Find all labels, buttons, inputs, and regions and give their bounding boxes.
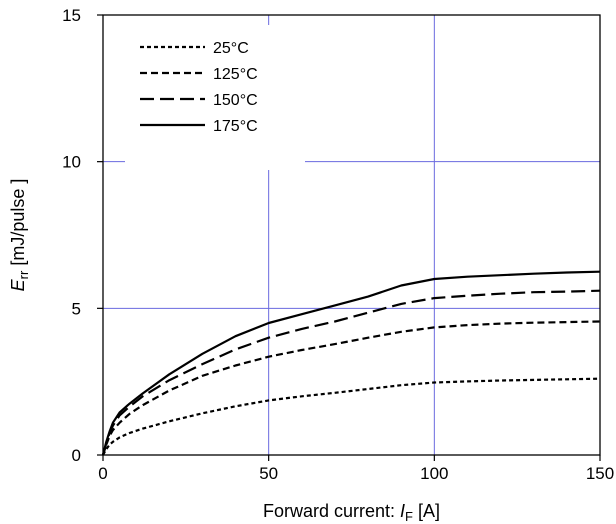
x-tick-label-100: 100 [420, 464, 448, 483]
y-axis-label-unit: [mJ/pulse ] [8, 179, 28, 271]
x-tick-label-50: 50 [259, 464, 278, 483]
series-line-3 [101, 270, 601, 456]
legend-label-3: 175°C [213, 118, 258, 135]
x-tick-label-0: 0 [98, 464, 107, 483]
x-axis-label: Forward current: IF [A] [263, 501, 440, 524]
legend-label-2: 150°C [213, 92, 258, 109]
legend-box [125, 25, 305, 170]
legend-label-1: 125°C [213, 66, 258, 83]
y-tick-label-5: 5 [72, 299, 81, 318]
legend-label-0: 25°C [213, 40, 249, 57]
series-line-2 [101, 289, 601, 456]
y-axis-label: Err [mJ/pulse ] [8, 179, 31, 292]
legend: 25°C 125°C 150°C 175°C [125, 25, 305, 170]
tick-labels: 0 50 100 150 0 5 10 15 [62, 6, 614, 483]
tick-marks [97, 14, 601, 461]
x-axis-label-sub: F [405, 509, 413, 524]
y-tick-label-15: 15 [62, 6, 81, 25]
series-lines [101, 270, 601, 456]
plot-frame [102, 14, 601, 456]
x-axis-label-unit: [A] [413, 501, 440, 521]
y-tick-label-0: 0 [72, 446, 81, 465]
y-tick-label-10: 10 [62, 153, 81, 172]
x-tick-label-150: 150 [586, 464, 614, 483]
series-line-1 [101, 320, 601, 456]
y-axis-label-sub: rr [16, 270, 31, 279]
y-axis-label-var: E [8, 278, 28, 291]
x-axis-label-text: Forward current: [263, 501, 400, 521]
series-line-0 [102, 377, 601, 456]
x-axis-label-var: I [400, 501, 405, 521]
